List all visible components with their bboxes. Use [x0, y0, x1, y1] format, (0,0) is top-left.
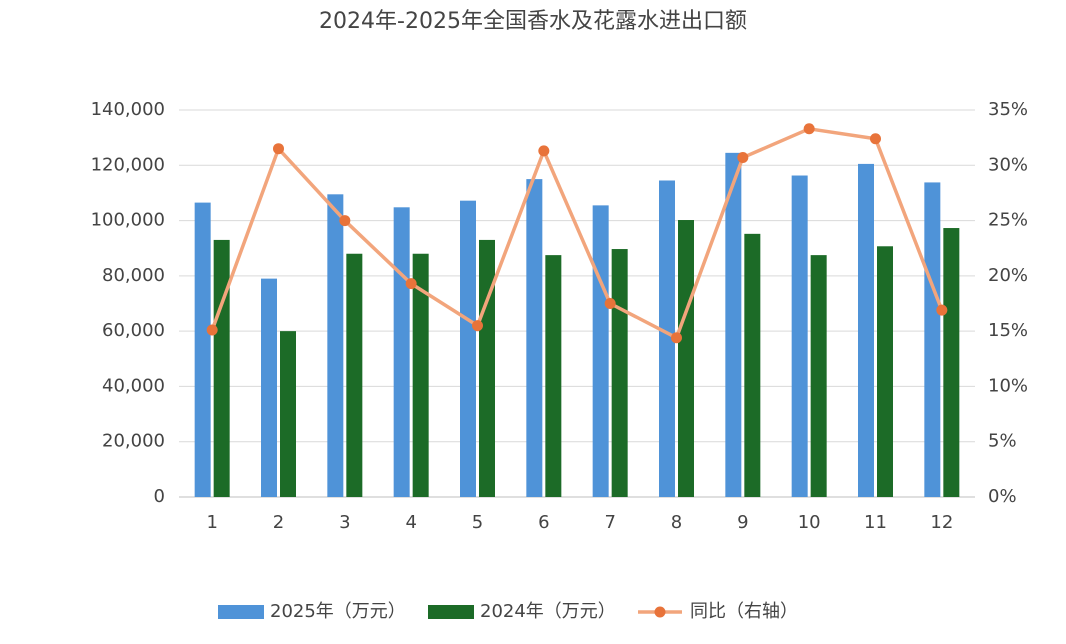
x-tick-label: 1 [206, 512, 217, 533]
bar [659, 180, 675, 497]
y-tick-label: 20,000 [102, 431, 165, 452]
bar [346, 253, 363, 497]
line-marker [604, 298, 616, 309]
line-marker [472, 320, 483, 332]
legend-label: 2024年（万元） [480, 601, 616, 622]
bar [810, 255, 827, 497]
y2-tick-label: 30% [988, 154, 1028, 175]
y-tick-label: 0 [154, 486, 165, 507]
bar [194, 202, 211, 497]
y-tick-label: 80,000 [102, 265, 165, 286]
line-marker [273, 143, 284, 155]
x-tick-label: 12 [930, 512, 953, 533]
y2-tick-label: 25% [988, 210, 1028, 231]
legend-swatch [218, 605, 264, 619]
legend-swatch [428, 605, 474, 619]
bar [858, 163, 874, 497]
y2-tick-label: 5% [988, 431, 1017, 452]
y-tick-label: 140,000 [91, 99, 165, 120]
bar [725, 152, 742, 497]
bar [412, 253, 429, 497]
bar [592, 205, 609, 497]
x-tick-label: 4 [405, 512, 416, 533]
bar [611, 249, 628, 497]
y2-tick-label: 0% [988, 486, 1017, 507]
bar [744, 233, 761, 497]
legend-label: 2025年（万元） [270, 601, 406, 622]
bar [261, 278, 277, 497]
line-marker [737, 152, 749, 164]
x-tick-label: 5 [472, 512, 483, 533]
x-tick-label: 11 [864, 512, 887, 533]
line-marker [405, 278, 417, 290]
x-tick-label: 7 [604, 512, 615, 533]
x-tick-label: 6 [538, 512, 549, 533]
x-tick-label: 9 [737, 512, 748, 533]
bar [460, 200, 476, 497]
bar [213, 239, 230, 497]
line-marker [339, 215, 351, 227]
chart-title: 2024年-2025年全国香水及花露水进出口额 [319, 9, 747, 34]
bar [327, 194, 344, 497]
bar [479, 239, 495, 497]
bar [791, 175, 808, 498]
y2-tick-label: 10% [988, 375, 1028, 396]
line-marker [538, 145, 550, 157]
bar [280, 331, 296, 497]
bar [678, 220, 694, 498]
x-tick-label: 8 [671, 512, 682, 533]
line-marker [803, 123, 815, 135]
bar [526, 179, 543, 497]
x-tick-label: 2 [273, 512, 284, 533]
legend-label: 同比（右轴） [690, 601, 798, 622]
line-marker [870, 133, 881, 145]
x-tick-label: 3 [339, 512, 350, 533]
bar [924, 182, 941, 497]
line-marker [206, 324, 218, 336]
y-tick-label: 100,000 [91, 210, 165, 231]
bar [545, 255, 562, 497]
y-tick-label: 120,000 [91, 154, 165, 175]
bar [393, 207, 410, 497]
y-tick-label: 40,000 [102, 375, 165, 396]
y-tick-label: 60,000 [102, 320, 165, 341]
line-marker [671, 332, 682, 344]
bar [877, 246, 893, 497]
legend-swatch [654, 606, 666, 618]
y2-tick-label: 15% [988, 320, 1028, 341]
line-marker [936, 304, 948, 316]
y2-tick-label: 20% [988, 265, 1028, 286]
x-tick-label: 10 [798, 512, 821, 533]
y2-tick-label: 35% [988, 99, 1028, 120]
line-series [210, 127, 944, 340]
bar [943, 228, 960, 497]
